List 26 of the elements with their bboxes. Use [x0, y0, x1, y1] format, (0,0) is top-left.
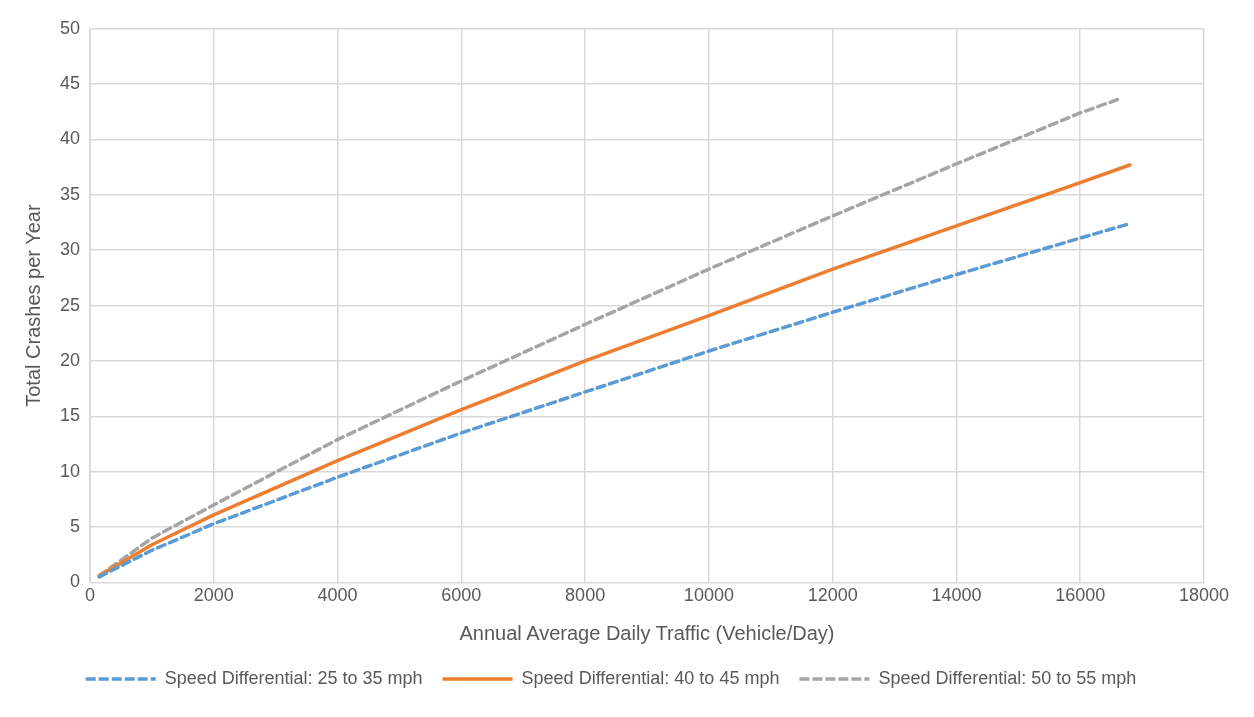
y-tick-label: 15 — [59, 405, 81, 426]
y-tick-label: 35 — [59, 183, 81, 204]
x-tick-label: 12000 — [807, 585, 858, 606]
x-tick-label: 2000 — [193, 585, 234, 606]
y-tick-label: 25 — [59, 294, 81, 315]
y-tick-label: 30 — [59, 239, 81, 260]
y-tick-label: 0 — [70, 571, 81, 592]
x-tick-label: 14000 — [931, 585, 982, 606]
x-tick-label: 0 — [85, 585, 96, 606]
x-tick-label: 16000 — [1055, 585, 1106, 606]
x-tick-label: 8000 — [565, 585, 606, 606]
y-tick-label: 50 — [59, 17, 81, 38]
legend-label: Speed Differential: 50 to 55 mph — [878, 667, 1137, 688]
y-tick-label: 5 — [70, 516, 81, 537]
y-tick-label: 20 — [59, 349, 81, 370]
x-tick-label: 10000 — [683, 585, 734, 606]
y-tick-label: 45 — [59, 73, 81, 94]
y-tick-label: 40 — [59, 128, 81, 149]
x-tick-label: 6000 — [441, 585, 482, 606]
x-tick-label: 4000 — [317, 585, 358, 606]
x-axis-title: Annual Average Daily Traffic (Vehicle/Day) — [459, 621, 835, 644]
legend-label: Speed Differential: 40 to 45 mph — [521, 667, 780, 688]
legend-label: Speed Differential: 25 to 35 mph — [164, 667, 423, 688]
x-tick-label: 18000 — [1178, 585, 1230, 606]
y-axis-title: Total Crashes per Year — [21, 204, 44, 407]
y-tick-label: 10 — [59, 460, 81, 481]
